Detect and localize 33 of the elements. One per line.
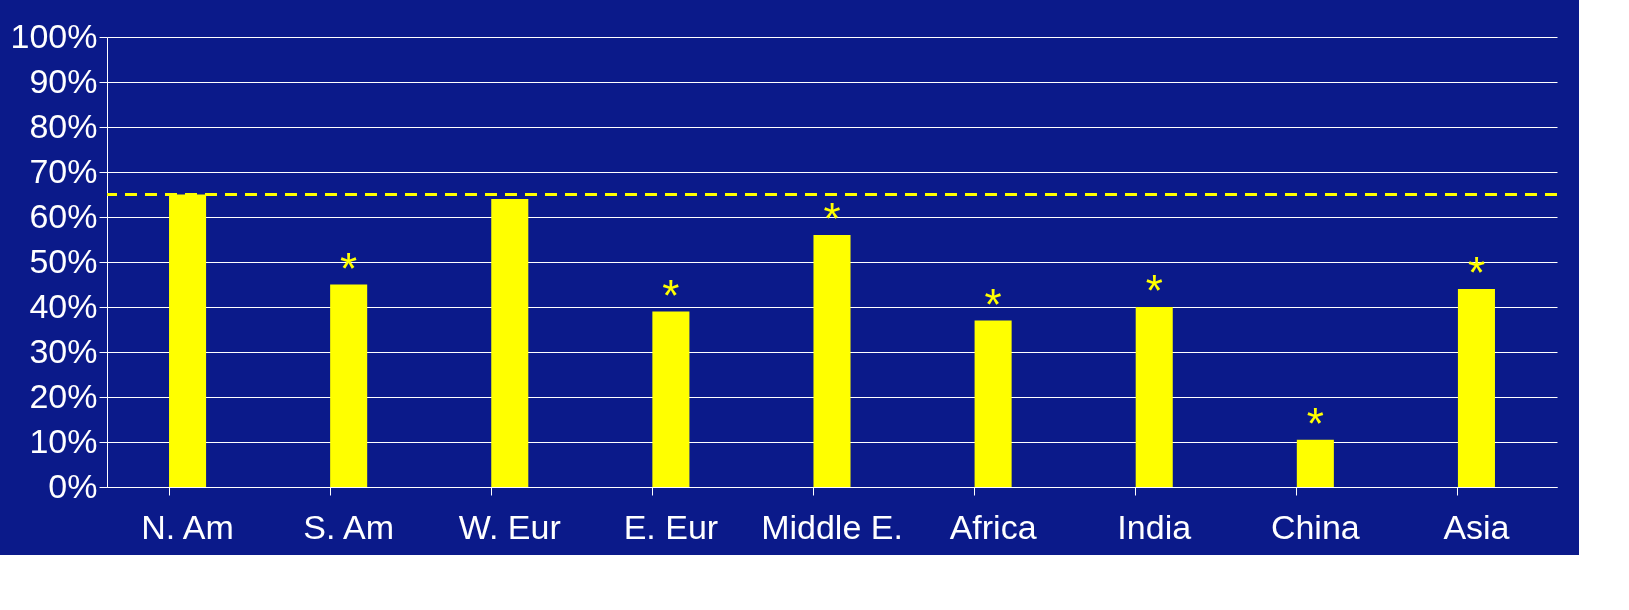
- bar: [974, 320, 1012, 487]
- x-tick-label: E. Eur: [623, 507, 719, 546]
- y-tick-label: 20%: [29, 376, 98, 415]
- bar: [491, 199, 529, 487]
- y-tick-label: 90%: [29, 61, 98, 100]
- annotation: *: [662, 270, 680, 320]
- x-tick-label: Middle E.: [761, 507, 903, 546]
- bar: [330, 284, 368, 487]
- annotation: *: [1306, 398, 1324, 448]
- y-tick-label: 30%: [29, 331, 98, 370]
- y-tick-label: 80%: [29, 106, 98, 145]
- annotation: *: [984, 279, 1002, 329]
- annotation: *: [1145, 266, 1163, 315]
- bar: [1457, 289, 1495, 487]
- bar: [1135, 307, 1173, 487]
- x-tick-label: Africa: [949, 507, 1037, 546]
- x-tick-label: W. Eur: [458, 507, 561, 546]
- x-tick-label: Asia: [1443, 507, 1510, 546]
- annotation: *: [1467, 248, 1486, 297]
- x-tick-label: N. Am: [141, 507, 234, 546]
- y-tick-label: 0%: [48, 466, 98, 505]
- bar: [813, 235, 851, 487]
- x-tick-label: China: [1270, 507, 1360, 546]
- y-tick-label: 40%: [29, 286, 98, 325]
- y-tick-label: 10%: [29, 421, 98, 460]
- y-tick-label: 50%: [29, 241, 98, 280]
- y-tick-label: 70%: [29, 151, 98, 190]
- bar: [652, 311, 690, 487]
- x-tick-label: India: [1117, 507, 1192, 546]
- bar: [1296, 439, 1334, 487]
- y-tick-label: 60%: [29, 196, 98, 235]
- x-tick-label: S. Am: [303, 507, 395, 546]
- y-tick-label: 100%: [10, 16, 98, 55]
